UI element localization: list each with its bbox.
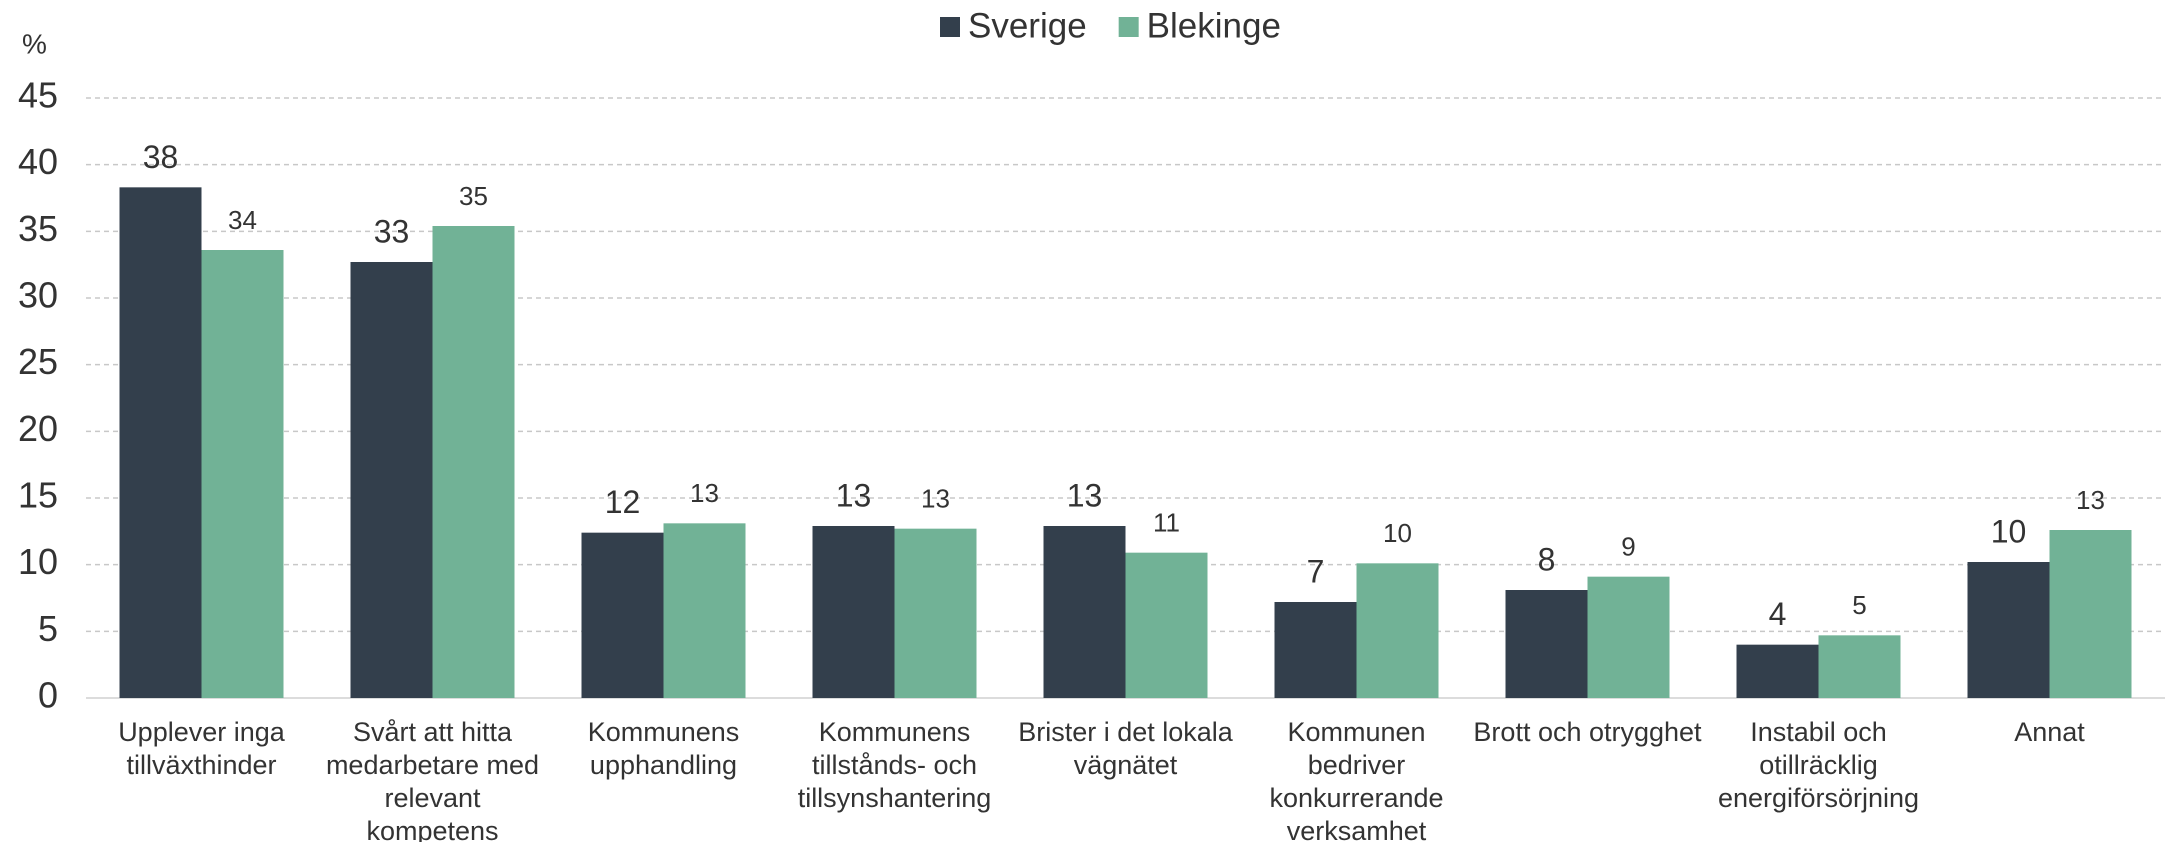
bar (2049, 530, 2132, 698)
bar (1505, 590, 1588, 698)
bar (432, 226, 515, 698)
x-tick-label: Kommunens tillstånds- och tillsynshanter… (797, 717, 992, 813)
y-tick-label: 0 (38, 675, 58, 716)
legend-label: Blekinge (1147, 6, 1281, 45)
bar (201, 250, 284, 698)
data-label: 7 (1307, 553, 1325, 589)
data-label: 5 (1852, 590, 1866, 620)
bar (1736, 644, 1819, 698)
y-tick-label: 35 (18, 208, 58, 249)
data-label: 38 (143, 139, 179, 175)
bar (119, 187, 202, 699)
x-tick-label: Instabil och otillräcklig energiförsörjn… (1717, 717, 1920, 813)
y-tick-label: 10 (18, 541, 58, 582)
x-tick-label: Svårt att hitta medarbetare med relevant… (325, 717, 540, 842)
data-label: 13 (1067, 477, 1103, 513)
bar (1818, 635, 1901, 698)
bar (581, 532, 664, 698)
data-label: 13 (690, 478, 719, 508)
legend-label: Sverige (968, 6, 1087, 45)
x-tick-label: Kommunen bedriver konkurrerande verksamh… (1269, 717, 1444, 842)
x-tick-label: Brott och otrygghet (1473, 717, 1702, 747)
data-label: 11 (1153, 508, 1180, 538)
data-label: 13 (2076, 485, 2105, 515)
bar (1967, 562, 2050, 698)
data-label: 34 (228, 205, 257, 235)
data-label: 10 (1383, 518, 1412, 548)
y-tick-label: 40 (18, 141, 58, 182)
y-axis-label: % (22, 28, 47, 59)
y-tick-label: 25 (18, 341, 58, 382)
x-tick-label: Kommunens upphandling (587, 717, 740, 780)
bar (663, 523, 746, 698)
bar (894, 528, 977, 698)
bar (1587, 576, 1670, 698)
data-label: 12 (605, 484, 641, 520)
x-tick-label: Annat (2014, 717, 2085, 747)
y-tick-label: 20 (18, 408, 58, 449)
data-label: 8 (1538, 541, 1556, 577)
x-tick-label: Upplever inga tillväxthinder (118, 717, 285, 780)
bar (812, 526, 895, 698)
legend-swatch (1118, 17, 1139, 37)
y-tick-label: 30 (18, 275, 58, 316)
data-label: 10 (1991, 513, 2027, 549)
x-tick-label: Brister i det lokala vägnätet (1018, 717, 1233, 780)
bar (350, 262, 433, 698)
bar (1356, 563, 1439, 698)
data-label: 33 (374, 213, 410, 249)
bar (1043, 526, 1126, 698)
data-label: 4 (1769, 596, 1787, 632)
data-label: 35 (459, 181, 488, 211)
legend-swatch (940, 17, 960, 37)
y-tick-label: 5 (38, 608, 58, 649)
y-tick-label: 45 (18, 75, 58, 116)
bar (1125, 552, 1208, 698)
y-tick-label: 15 (18, 475, 58, 516)
data-label: 13 (836, 477, 872, 513)
data-label: 9 (1621, 532, 1635, 562)
data-label: 13 (921, 484, 950, 514)
bar (1274, 602, 1357, 698)
